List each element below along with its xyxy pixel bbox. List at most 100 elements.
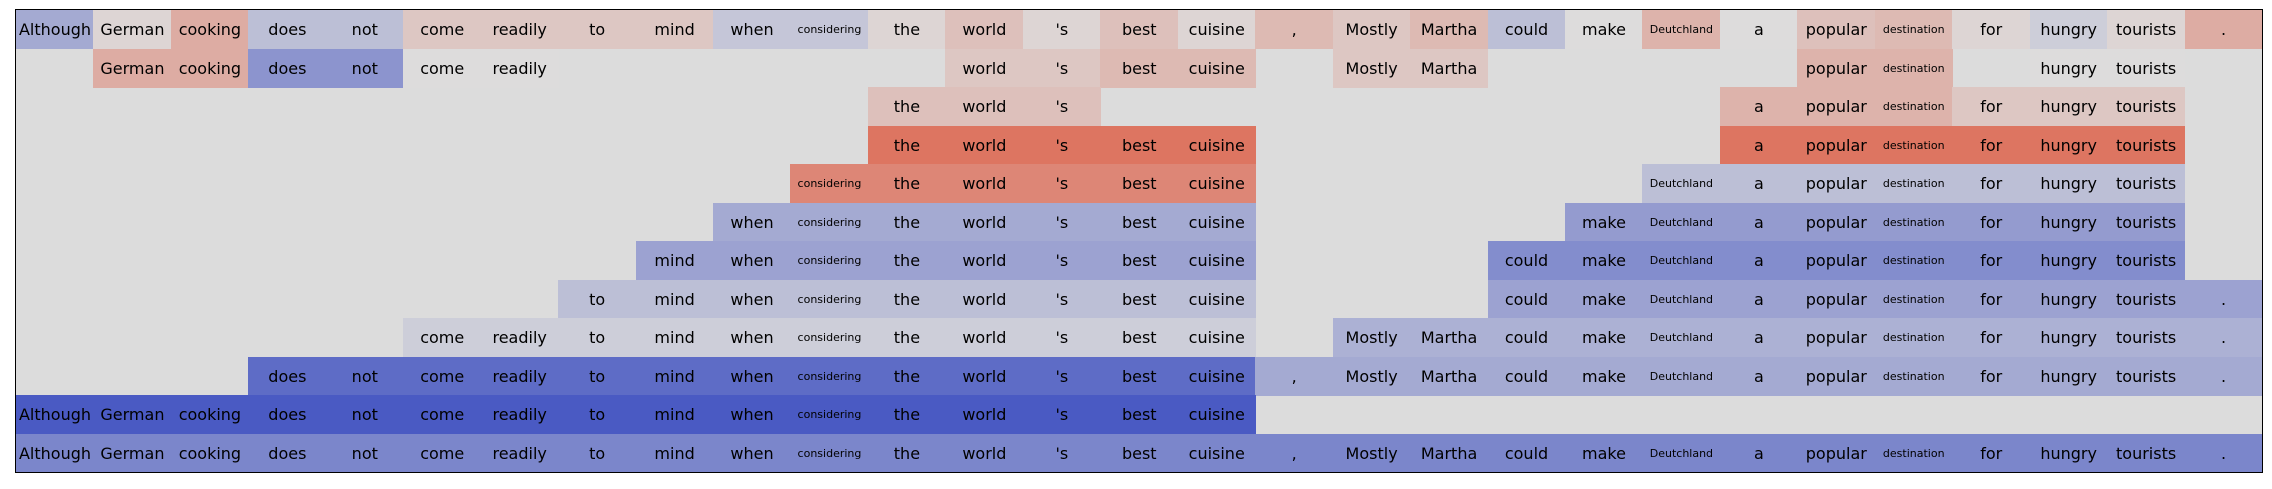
token-cell: German [93,10,172,49]
token-cell: could [1487,241,1566,280]
token-cell: popular [1797,48,1876,88]
token-cell: does [248,356,327,396]
token-cell: world [945,48,1024,88]
token-cell: Deutchland [1642,241,1721,280]
token-cell: 's [1022,318,1101,357]
token-cell: Although [16,433,94,472]
token-cell: best [1100,241,1179,280]
token-cell: come [403,48,482,88]
token-cell: hungry [2029,433,2108,472]
token-cell: mind [635,433,714,472]
token-cell: destination [1874,279,1953,319]
token-cell: Martha [1410,48,1489,88]
token-cell: could [1487,318,1566,357]
token-cell: cooking [170,395,249,434]
token-cell: for [1952,164,2031,203]
token-cell: come [403,356,482,396]
token-cell: mind [635,318,714,357]
token-cell: tourists [2107,10,2186,49]
token-cell: world [945,87,1024,126]
token-cell: cooking [170,48,249,88]
token-cell: tourists [2107,356,2186,396]
token-cell: a [1719,202,1798,242]
token-cell: to [558,356,637,396]
token-cell: popular [1797,279,1876,319]
token-cell: destination [1874,10,1953,49]
token-cell: come [403,395,482,434]
token-cell: make [1564,356,1643,396]
token-cell: tourists [2107,48,2186,88]
token-cell: for [1952,10,2031,49]
token-cell: the [867,202,946,242]
token-cell: for [1952,433,2031,472]
token-cell: popular [1797,241,1876,280]
token-cell: Deutchland [1642,202,1721,242]
token-cell: does [248,433,327,472]
token-cell: a [1719,318,1798,357]
token-cell: destination [1874,125,1953,165]
token-cell: Deutchland [1642,10,1721,49]
token-cell: world [945,164,1024,203]
token-cell: Deutchland [1642,279,1721,319]
token-cell: hungry [2029,356,2108,396]
token-cell: cooking [170,433,249,472]
token-cell: cuisine [1177,356,1256,396]
token-cell: cooking [170,10,249,49]
token-cell: German [93,48,172,88]
token-cell: for [1952,279,2031,319]
token-cell: tourists [2107,125,2186,165]
token-cell: readily [480,48,559,88]
token-cell: a [1719,10,1798,49]
token-cell: hungry [2029,87,2108,126]
token-cell: 's [1022,48,1101,88]
token-cell: German [93,433,172,472]
token-cell: cuisine [1177,164,1256,203]
token-cell: not [325,356,404,396]
token-cell: Although [16,10,94,49]
token-cell: Martha [1410,433,1489,472]
token-cell: best [1100,125,1179,165]
token-cell: mind [635,10,714,49]
token-cell: considering [790,433,869,472]
token-cell: come [403,318,482,357]
token-cell: Mostly [1332,48,1411,88]
token-cell: destination [1874,48,1953,88]
token-cell: the [867,318,946,357]
token-cell: could [1487,279,1566,319]
token-cell: 's [1022,241,1101,280]
token-cell: mind [635,279,714,319]
token-cell: when [713,10,792,49]
token-cell: when [713,395,792,434]
token-cell: considering [790,241,869,280]
token-cell: , [1255,433,1334,472]
token-cell: cuisine [1177,318,1256,357]
token-cell: popular [1797,318,1876,357]
token-cell: 's [1022,164,1101,203]
token-cell: considering [790,202,869,242]
token-cell: considering [790,164,869,203]
token-cell: hungry [2029,164,2108,203]
token-cell: destination [1874,202,1953,242]
token-cell: popular [1797,10,1876,49]
token-cell: could [1487,10,1566,49]
token-cell: Deutchland [1642,164,1721,203]
token-cell: the [867,395,946,434]
token-cell: 's [1022,202,1101,242]
token-heatmap-grid: Although German cooking does not come readily t… [15,9,2263,473]
token-cell: best [1100,164,1179,203]
token-cell: Mostly [1332,433,1411,472]
token-cell: hungry [2029,202,2108,242]
token-cell: popular [1797,202,1876,242]
token-cell: considering [790,356,869,396]
token-cell: cuisine [1177,48,1256,88]
token-cell: . [2184,10,2262,49]
token-cell: a [1719,164,1798,203]
token-cell: not [325,10,404,49]
token-cell: to [558,318,637,357]
token-cell: considering [790,10,869,49]
token-cell: popular [1797,356,1876,396]
token-cell: Deutchland [1642,433,1721,472]
token-cell: best [1100,202,1179,242]
token-cell: hungry [2029,48,2108,88]
token-cell: best [1100,318,1179,357]
